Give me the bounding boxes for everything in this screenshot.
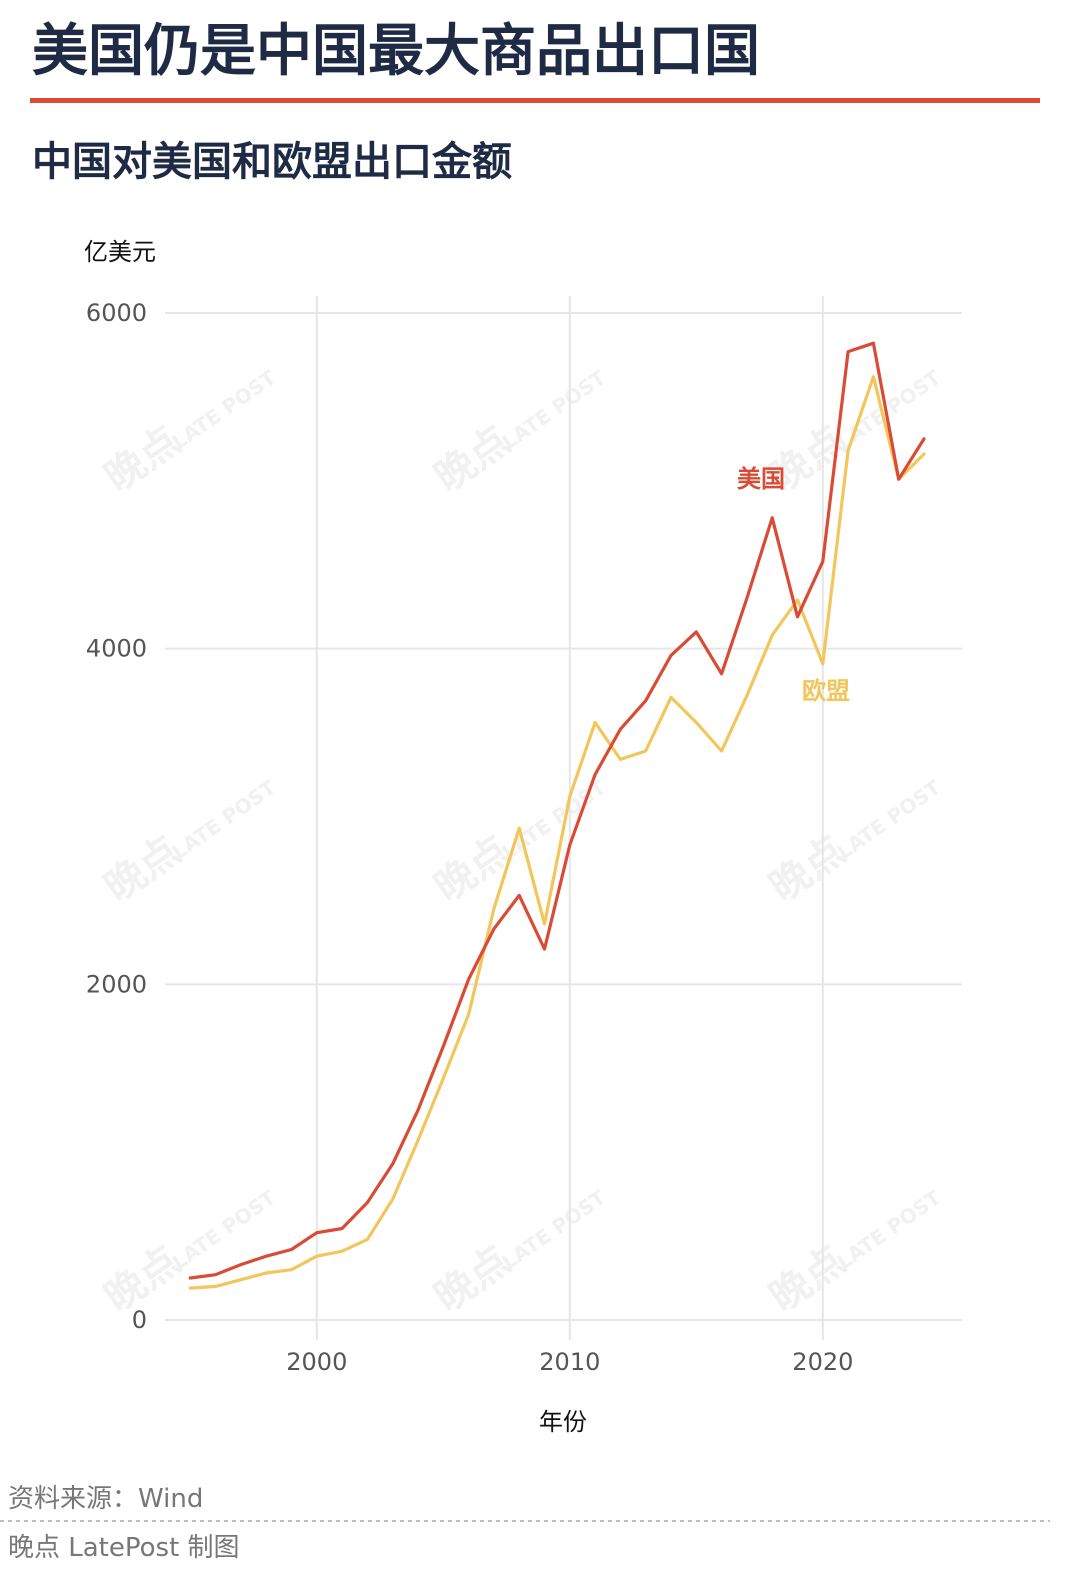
page-title: 美国仍是中国最大商品出口国 xyxy=(32,19,760,84)
watermark-latin: LATE POST xyxy=(833,1185,946,1274)
y-tick-label: 0 xyxy=(132,1306,147,1334)
label-eu: 欧盟 xyxy=(802,677,850,705)
title-rule xyxy=(30,98,1040,103)
watermark-latin: LATE POST xyxy=(498,775,611,864)
watermark-latin: LATE POST xyxy=(498,365,611,454)
x-tick-label: 2020 xyxy=(792,1348,853,1376)
label-us: 美国 xyxy=(737,465,785,493)
source-note: 资料来源：Wind xyxy=(8,1484,203,1514)
x-tick-label: 2010 xyxy=(539,1348,600,1376)
watermark-latin: LATE POST xyxy=(168,775,281,864)
series-lines xyxy=(188,341,926,1290)
y-axis-label: 亿美元 xyxy=(84,238,156,266)
watermark-latin: LATE POST xyxy=(833,775,946,864)
y-tick-labels: 0 2000 4000 6000 xyxy=(86,299,147,1334)
gridlines xyxy=(165,296,962,1340)
series-line-us xyxy=(188,341,926,1280)
y-tick-label: 2000 xyxy=(86,970,147,998)
x-tick-label: 2000 xyxy=(286,1348,347,1376)
x-axis-label: 年份 xyxy=(539,1408,587,1436)
watermark-latin: LATE POST xyxy=(168,1185,281,1274)
credit-note: 晚点 LatePost 制图 xyxy=(8,1533,240,1563)
x-tick-labels: 2000 2010 2020 xyxy=(286,1348,853,1376)
series-line-eu xyxy=(188,375,926,1290)
y-tick-label: 4000 xyxy=(86,635,147,663)
chart-subtitle: 中国对美国和欧盟出口金额 xyxy=(32,139,512,185)
y-tick-label: 6000 xyxy=(86,299,147,327)
watermark-latin: LATE POST xyxy=(498,1185,611,1274)
watermark-latin: LATE POST xyxy=(168,365,281,454)
